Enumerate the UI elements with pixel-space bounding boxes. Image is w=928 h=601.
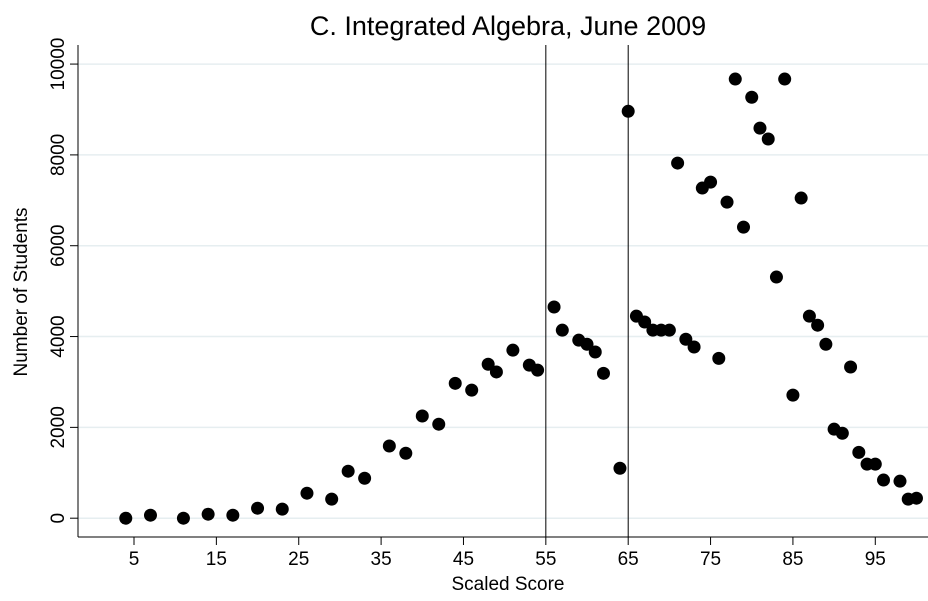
point: [448, 376, 462, 390]
point: [143, 508, 157, 522]
point: [547, 300, 561, 314]
point: [671, 156, 685, 170]
point: [868, 457, 882, 471]
point: [506, 343, 520, 357]
point: [835, 426, 849, 440]
point: [769, 270, 783, 284]
point: [728, 72, 742, 86]
x-tick-label: 25: [288, 549, 309, 570]
x-tick-label: 55: [535, 549, 556, 570]
x-tick-label: 65: [618, 549, 639, 570]
point: [819, 337, 833, 351]
point: [465, 383, 479, 397]
point: [737, 220, 751, 234]
point: [481, 357, 495, 371]
point: [662, 323, 676, 337]
point: [844, 360, 858, 374]
point: [415, 409, 429, 423]
point: [226, 508, 240, 522]
point: [679, 332, 693, 346]
point: [753, 121, 767, 135]
y-tick-label: 4000: [48, 315, 69, 357]
point: [300, 486, 314, 500]
y-tick-label: 0: [48, 513, 69, 524]
point: [893, 474, 907, 488]
point: [802, 309, 816, 323]
x-tick-label: 75: [700, 549, 721, 570]
point: [489, 365, 503, 379]
point: [176, 511, 190, 525]
point: [275, 502, 289, 516]
y-tick-label: 2000: [48, 406, 69, 448]
point: [580, 337, 594, 351]
y-tick-label: 6000: [48, 225, 69, 267]
y-axis-label: Number of Students: [11, 208, 32, 377]
point: [432, 417, 446, 431]
x-tick-label: 35: [371, 549, 392, 570]
x-tick-label: 95: [865, 549, 886, 570]
point: [588, 345, 602, 359]
point: [720, 195, 734, 209]
x-tick-label: 5: [129, 549, 140, 570]
point: [341, 464, 355, 478]
point: [596, 366, 610, 380]
point: [399, 446, 413, 460]
point: [201, 507, 215, 521]
point: [712, 351, 726, 365]
point: [778, 72, 792, 86]
point: [621, 104, 635, 118]
point: [909, 491, 923, 505]
point: [852, 445, 866, 459]
point: [119, 511, 133, 525]
point: [877, 473, 891, 487]
y-tick-label: 10000: [48, 38, 69, 91]
point: [613, 461, 627, 475]
x-tick-label: 85: [782, 549, 803, 570]
y-tick-label: 8000: [48, 134, 69, 176]
point: [638, 315, 652, 329]
point: [382, 439, 396, 453]
point: [786, 388, 800, 402]
x-axis-label: Scaled Score: [451, 574, 564, 595]
point: [761, 132, 775, 146]
point: [531, 363, 545, 377]
point: [794, 191, 808, 205]
x-tick-label: 15: [206, 549, 227, 570]
chart-title: C. Integrated Algebra, June 2009: [310, 11, 706, 41]
point: [704, 175, 718, 189]
point: [251, 501, 265, 515]
x-tick-label: 45: [453, 549, 474, 570]
point: [745, 90, 759, 104]
point: [811, 318, 825, 332]
point: [687, 340, 701, 354]
point: [358, 471, 372, 485]
point: [555, 323, 569, 337]
point: [325, 492, 339, 506]
